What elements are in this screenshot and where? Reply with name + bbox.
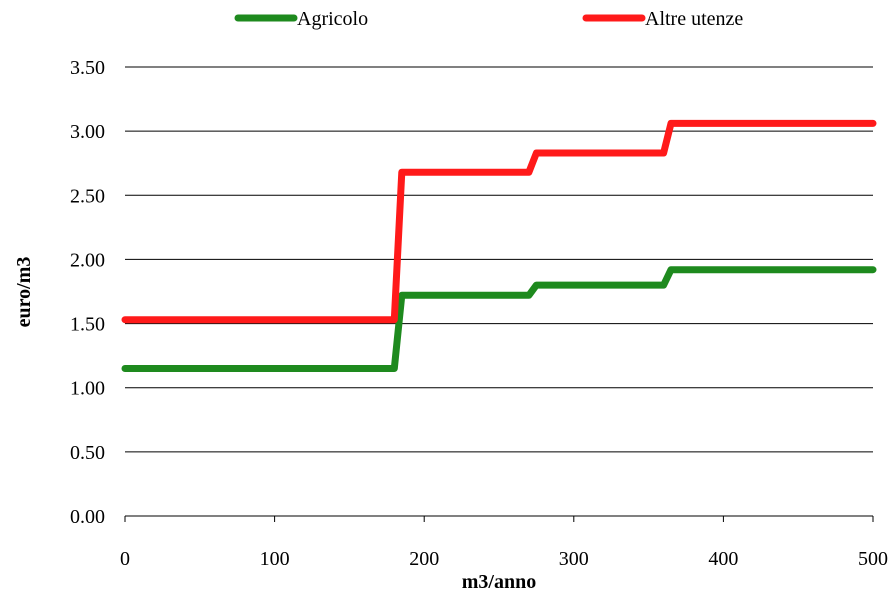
x-tick-label: 0 bbox=[120, 548, 130, 570]
y-tick-label: 2.00 bbox=[70, 249, 105, 271]
axes bbox=[124, 515, 874, 522]
y-axis-title: euro/m3 bbox=[13, 257, 35, 328]
x-tick-label: 100 bbox=[260, 548, 290, 570]
x-tick-label: 400 bbox=[708, 548, 738, 570]
legend: Agricolo Altre utenze bbox=[234, 8, 743, 30]
series-lines bbox=[121, 119, 877, 372]
y-tick-label: 1.00 bbox=[70, 378, 105, 400]
x-tick-label: 500 bbox=[858, 548, 888, 570]
legend-label-2: Altre utenze bbox=[645, 8, 743, 30]
y-tick-label: 0.00 bbox=[70, 506, 105, 528]
series-line-2 bbox=[121, 119, 877, 324]
x-tick-label: 200 bbox=[409, 548, 439, 570]
x-tick-labels: 0 100 200 300 400 500 bbox=[120, 548, 888, 570]
y-tick-label: 3.00 bbox=[70, 121, 105, 143]
y-tick-label: 1.50 bbox=[70, 314, 105, 336]
x-tick-label: 300 bbox=[559, 548, 589, 570]
y-tick-label: 0.50 bbox=[70, 442, 105, 464]
x-axis-title: m3/anno bbox=[462, 571, 536, 593]
legend-label-1: Agricolo bbox=[297, 8, 368, 30]
y-tick-labels: 0.00 0.50 1.00 1.50 2.00 2.50 3.00 3.50 bbox=[70, 57, 105, 528]
gridlines bbox=[125, 66, 873, 453]
series-line-1 bbox=[121, 266, 877, 372]
y-tick-label: 2.50 bbox=[70, 185, 105, 207]
y-tick-label: 3.50 bbox=[70, 57, 105, 79]
